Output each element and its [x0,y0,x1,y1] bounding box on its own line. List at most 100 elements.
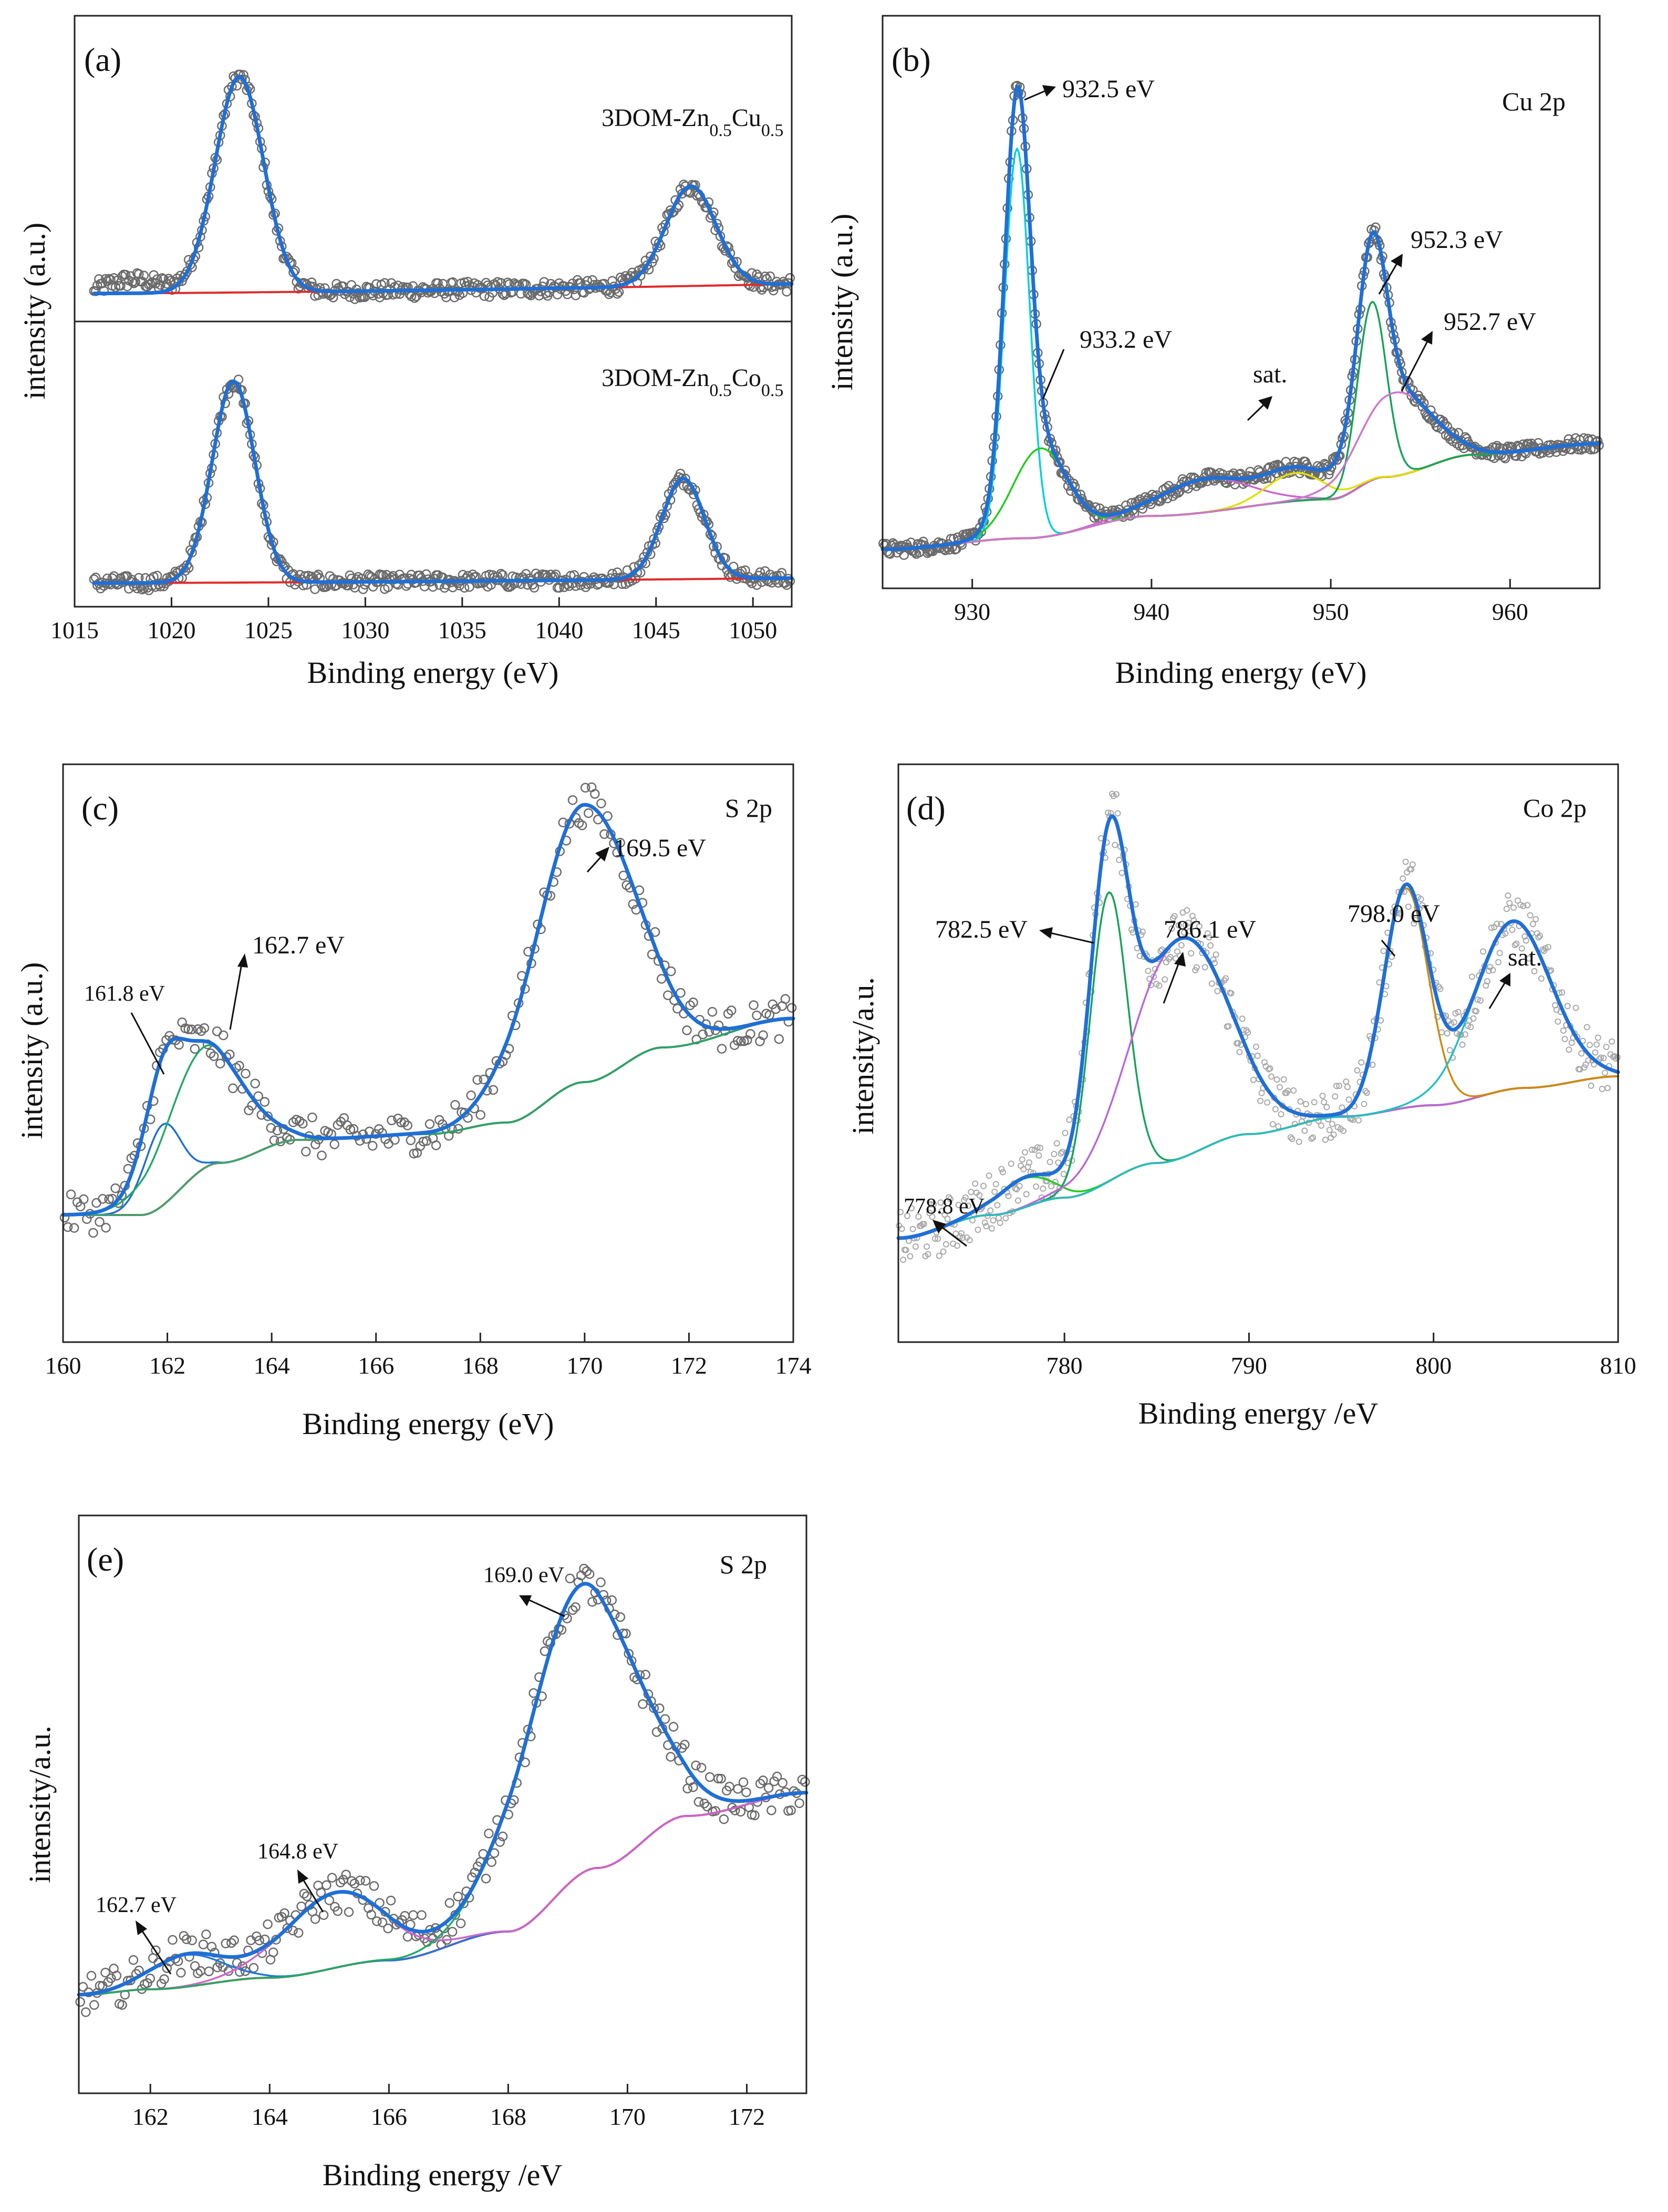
x-tick-label: 1035 [438,617,486,643]
data-point [786,1003,797,1013]
data-point [455,1918,466,1928]
data-point [1566,1046,1572,1053]
data-point [1526,955,1532,962]
data-point [215,1058,225,1068]
data-point [640,1669,650,1680]
data-point [992,1181,999,1188]
data-point [1239,1015,1246,1022]
data-point [444,1898,455,1908]
data-point [696,1762,707,1773]
data-point [955,1202,962,1208]
data-point [1362,1088,1369,1095]
data-point [293,1928,304,1938]
x-tick-label: 790 [1231,1352,1267,1379]
data-point [1018,1162,1024,1169]
data-point [529,583,540,593]
panel-a-x-ticks: 1015 1020 1025 1030 1035 1040 1045 1050 [50,597,777,643]
data-point [1561,1036,1568,1042]
data-point [1603,1044,1610,1050]
data-point [596,798,606,808]
data-point [349,1878,359,1889]
data-point [198,1939,209,1949]
data-point [1509,927,1516,933]
data-point [1168,925,1175,932]
data-point [745,1029,755,1039]
data-point [1588,1082,1594,1089]
x-tick-label: 172 [671,1352,707,1379]
data-point [1555,1018,1561,1025]
data-point [1322,1136,1329,1143]
data-point [447,1927,458,1937]
data-point [688,1782,698,1792]
data-point [75,1997,85,2007]
panel-b-annotations: 932.5 eV 933.2 eV sat. 952.3 eV 952.7 eV [1024,75,1536,421]
panel-e-x-ticks: 162 164 166 168 170 172 [132,2084,765,2130]
data-point [1462,1031,1468,1038]
panel-a-top-plot [89,69,795,304]
data-point [927,1201,934,1208]
data-point [1213,951,1219,958]
panel-c-x-axis-title: Binding energy (eV) [303,1407,554,1441]
x-tick-label: 800 [1415,1352,1452,1379]
data-point [1308,1135,1315,1142]
data-point [1400,875,1406,882]
data-point [1535,934,1542,941]
data-point [1538,975,1545,982]
annotation-sat-d: sat. [1508,943,1542,971]
data-point [780,994,791,1004]
data-point [730,1805,740,1815]
fit-component-162-7-eV [78,1792,807,1996]
data-point [1222,975,1229,982]
data-point [1037,1145,1043,1151]
data-point [193,1968,203,1978]
data-point [607,276,617,286]
data-point [693,1796,704,1807]
panel-a-y-axis-title: intensity (a.u.) [17,223,51,400]
data-point [1190,917,1197,924]
data-point [1207,942,1214,949]
data-point [1369,1062,1376,1068]
data-point [181,1934,192,1945]
data-point [935,1235,941,1242]
data-point [1345,1096,1352,1103]
data-point [991,1188,998,1195]
data-point [1488,925,1495,931]
arrowhead-162-7-e [136,1920,147,1935]
data-point [418,1136,429,1147]
data-point [987,1207,994,1214]
annotation-778-8: 778.8 eV [904,1195,985,1219]
data-point [1171,913,1178,920]
data-point [187,1024,197,1034]
data-point [929,1213,936,1220]
data-point [402,1120,412,1130]
data-point [162,279,172,289]
data-point [241,1068,251,1079]
data-point [1310,1134,1317,1141]
data-point [263,1919,273,1929]
data-point [1280,1076,1287,1083]
x-tick-label: 168 [462,1352,499,1379]
data-point [1002,1215,1009,1222]
data-point [1071,489,1082,499]
arrow-169-0-e [527,1598,565,1617]
arrow-162-7-e [140,1928,172,1975]
data-point [1329,1120,1335,1127]
data-point [1559,989,1566,996]
arrow-778-8 [940,1225,967,1247]
data-point [369,1881,379,1891]
panel-c-plot [59,782,797,1238]
data-point [582,1566,592,1576]
data-point [383,1923,393,1934]
data-point [596,1577,606,1587]
data-point [272,1125,283,1136]
data-point [1181,929,1187,936]
panel-d-x-ticks: 780 790 800 810 [1047,1333,1636,1379]
data-point [421,1136,432,1146]
data-point [1564,1003,1571,1010]
data-point [738,1777,749,1788]
data-point [1289,1136,1296,1143]
data-point [1112,842,1118,848]
data-point [763,1783,774,1793]
data-point [941,1211,948,1218]
data-point [1592,1049,1599,1056]
